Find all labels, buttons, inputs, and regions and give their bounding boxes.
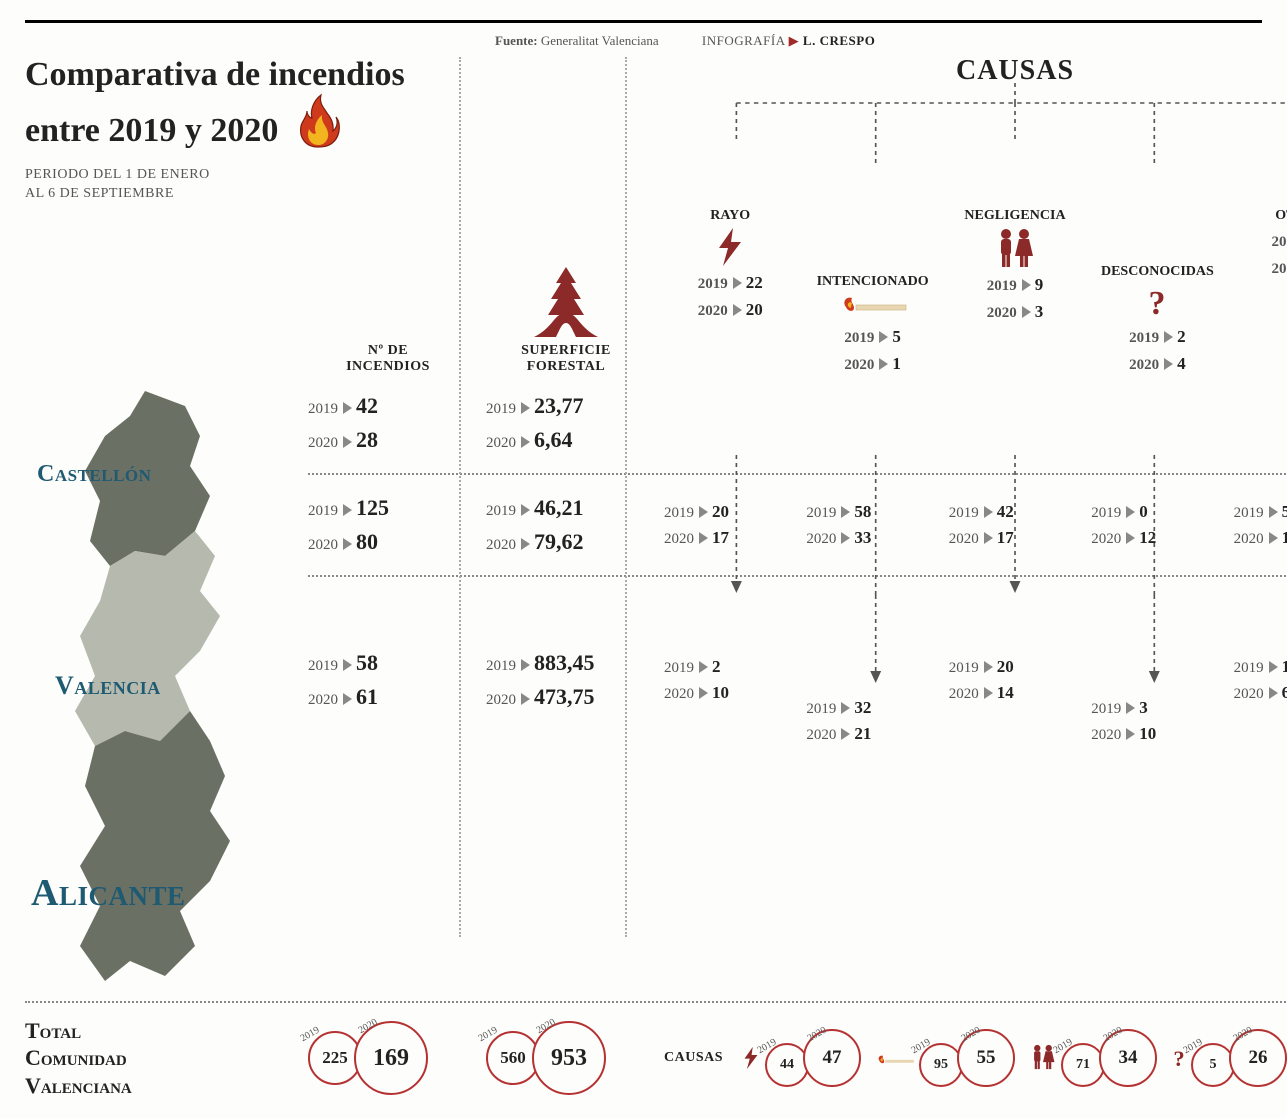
infographic-label: INFOGRAFÍA — [702, 33, 785, 48]
otros-header: OTROS 20194 20200 — [1234, 204, 1287, 281]
region-label-valencia: Valencia — [55, 671, 161, 701]
cause-title: RAYO — [664, 208, 796, 224]
value: 3 — [1035, 302, 1044, 321]
match-icon — [875, 1052, 915, 1075]
negligencia-header: NEGLIGENCIA 2019 9 2020 3 — [949, 204, 1081, 325]
cause-title: NEGLIGENCIA — [949, 208, 1081, 224]
castellon-incendios: 201942 202028 — [308, 381, 468, 465]
year-label: 2020 — [1129, 357, 1159, 373]
question-icon: ? — [1091, 284, 1223, 320]
year-label: 2020 — [844, 357, 874, 373]
year-label: 2020 — [1272, 261, 1287, 277]
match-icon — [806, 294, 938, 320]
alicante-intencionado: 201932 202021 — [806, 605, 938, 756]
causas-title: CAUSAS — [956, 55, 1074, 86]
alicante-rayo: 20192 202010 — [664, 646, 796, 715]
year-label: 2019 — [987, 278, 1017, 294]
people-icon — [949, 228, 1081, 268]
rayo-header: RAYO 201922 202020 — [664, 204, 796, 323]
lightning-icon — [664, 228, 796, 266]
value: 9 — [1035, 275, 1044, 294]
value: 2 — [1177, 327, 1186, 346]
totals-incendios: 2019225 2020169 — [308, 1021, 468, 1095]
source-label: Fuente: — [495, 33, 538, 48]
subtitle-l1: PERIODO DEL 1 DE ENERO — [25, 167, 210, 182]
year-label: 2019 — [844, 330, 874, 346]
fire-icon-title — [293, 120, 343, 157]
map-column: Castellón Valencia Alicante — [25, 381, 290, 1001]
valencia-superficie: 201946,21 202079,62 — [486, 483, 646, 567]
source-value: Generalitat Valenciana — [541, 33, 659, 48]
value: 22 — [746, 273, 763, 292]
incendios-header: Nº DE INCENDIOS — [308, 204, 468, 381]
forest-road-icon — [534, 267, 598, 337]
title-block: Comparativa de incendios entre 2019 y 20… — [25, 57, 468, 204]
totals-causas-label: CAUSAS — [664, 1050, 723, 1066]
valencia-negligencia: 201942 202017 — [949, 491, 1081, 560]
title-line1: Comparativa de incendios — [25, 56, 405, 93]
main-grid: Comparativa de incendios entre 2019 y 20… — [25, 57, 1262, 1099]
causas-header: CAUSAS — [664, 55, 1287, 204]
valencia-incendios: 2019125 202080 — [308, 483, 468, 567]
region-label-castellon: Castellón — [37, 461, 151, 488]
row-separator — [308, 575, 1287, 577]
cause-title: INTENCIONADO — [806, 274, 938, 290]
alicante-incendios: 201958 202061 — [308, 638, 468, 722]
tree-connector-icon — [664, 83, 1287, 183]
top-rule — [25, 20, 1262, 23]
value: 5 — [892, 327, 901, 346]
alicante-desconocidas: 20193 202010 — [1091, 605, 1223, 756]
header-text: Nº DE — [368, 343, 408, 359]
cause-title: DESCONOCIDAS — [1091, 264, 1223, 280]
vertical-separator — [459, 57, 461, 937]
year-label: 2019 — [1272, 234, 1287, 250]
vertical-separator — [625, 57, 627, 937]
value: 20 — [746, 300, 763, 319]
triangle-icon: ▶ — [789, 33, 800, 48]
totals-superficie: 2019560 2020953 — [486, 1021, 646, 1095]
desconocidas-header: DESCONOCIDAS ? 2019 2 2020 4 — [1091, 204, 1223, 381]
header-text: SUPERFICIE — [521, 343, 611, 359]
row-separator — [308, 473, 1287, 475]
cause-title: OTROS — [1234, 208, 1287, 224]
alicante-negligencia: 201920 202014 — [949, 646, 1081, 715]
year-label: 2020 — [987, 305, 1017, 321]
meta-row: Fuente: Generalitat Valenciana INFOGRAFÍ… — [25, 33, 1262, 49]
year-label: 2020 — [698, 303, 728, 319]
year-label: 2019 — [698, 276, 728, 292]
header-text: INCENDIOS — [346, 359, 430, 375]
year-label: 2019 — [1129, 330, 1159, 346]
header-text: FORESTAL — [527, 359, 605, 375]
superficie-header: SUPERFICIE FORESTAL — [486, 204, 646, 381]
totals-causes: CAUSAS 201944 202047 201995 202055 20197… — [664, 1020, 1287, 1097]
value: 4 — [1177, 354, 1186, 373]
alicante-otros: 20191 20206 — [1234, 646, 1287, 715]
valencia-desconocidas: 20190 202012 — [1091, 491, 1223, 560]
subtitle-l2: AL 6 DE SEPTIEMBRE — [25, 186, 174, 201]
valencia-rayo: 201920 202017 — [664, 491, 796, 560]
value: 1 — [892, 354, 901, 373]
intencionado-header: INTENCIONADO 2019 5 2020 1 — [806, 214, 938, 381]
valencia-otros: 20195 20201 — [1234, 491, 1287, 560]
castellon-superficie: 201923,77 20206,64 — [486, 381, 646, 465]
author-name: L. CRESPO — [803, 33, 875, 48]
valencia-intencionado: 201958 202033 — [806, 491, 938, 560]
totals-label: Total Comunidad Valenciana — [25, 1017, 290, 1100]
region-label-alicante: Alicante — [31, 871, 185, 915]
title-line2: entre 2019 y 2020 — [25, 112, 278, 149]
svg-text:?: ? — [1149, 285, 1166, 320]
totals-row: Total Comunidad Valenciana 2019225 20201… — [25, 1001, 1287, 1100]
alicante-superficie: 2019883,45 2020473,75 — [486, 638, 646, 722]
